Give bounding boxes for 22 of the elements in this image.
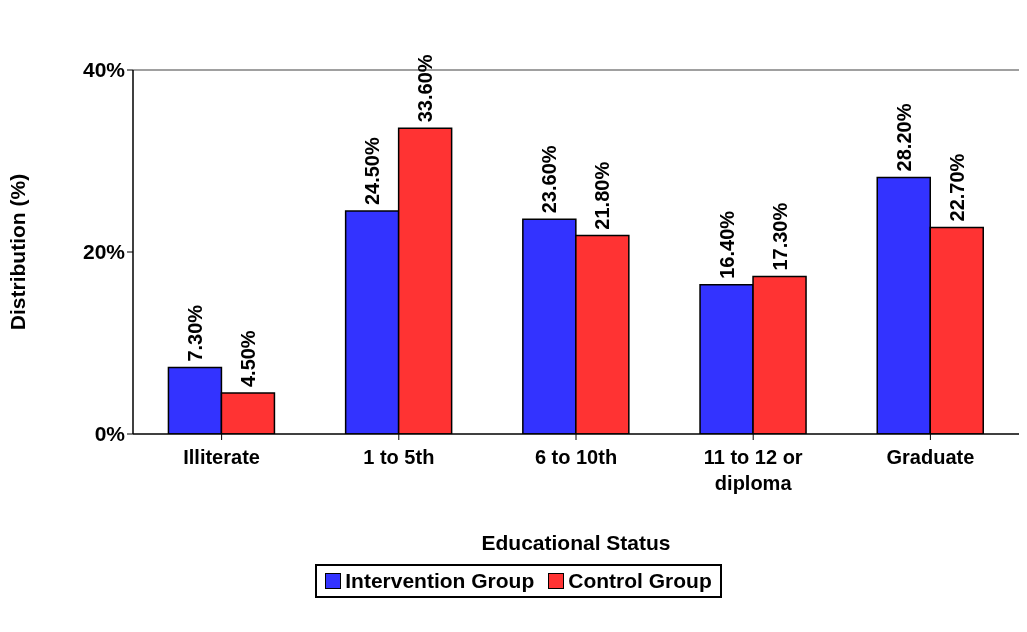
- legend-label: Intervention Group: [344, 569, 535, 593]
- data-label: 17.30%: [768, 202, 791, 271]
- data-label: 21.80%: [591, 161, 614, 230]
- x-tick-label: 6 to 10th: [534, 446, 618, 468]
- x-tick-label: 1 to 5th: [363, 446, 435, 468]
- data-label: 24.50%: [361, 137, 384, 206]
- data-label: 23.60%: [538, 145, 561, 214]
- x-tick-label: Graduate: [886, 446, 975, 468]
- data-label: 4.50%: [236, 330, 259, 388]
- x-tick-label: Illiterate: [183, 446, 260, 468]
- data-label: 28.20%: [892, 103, 915, 172]
- y-tick-label: 0%: [94, 422, 126, 446]
- x-tick-label: 11 to 12 or diploma: [703, 446, 803, 494]
- y-tick-label: 20%: [82, 240, 126, 264]
- data-label: 22.70%: [945, 153, 968, 222]
- y-tick-label: 40%: [82, 58, 126, 82]
- y-axis-title: Distribution (%): [6, 173, 30, 331]
- data-label: 7.30%: [183, 304, 206, 362]
- x-axis-title: Educational Status: [481, 531, 671, 554]
- data-label: 33.60%: [414, 54, 437, 123]
- legend-label: Control Group: [567, 569, 712, 593]
- data-label: 16.40%: [715, 210, 738, 279]
